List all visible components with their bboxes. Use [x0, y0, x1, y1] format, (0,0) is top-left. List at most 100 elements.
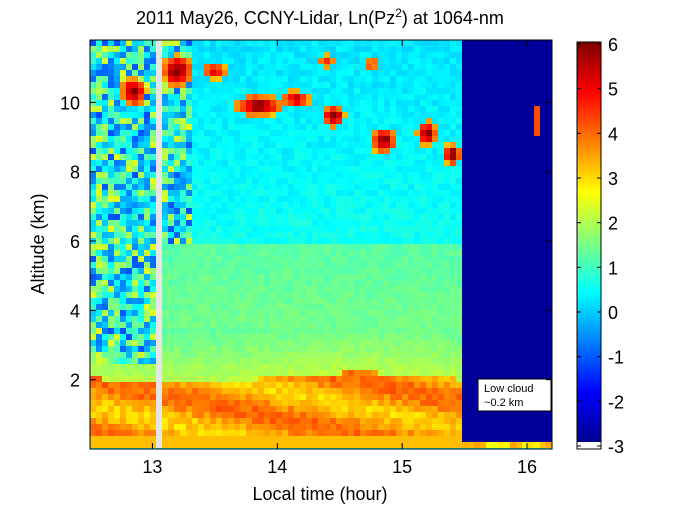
heatmap-cell — [366, 292, 373, 299]
heatmap-cell — [234, 262, 241, 269]
heatmap-cell — [144, 238, 151, 245]
heatmap-cell — [396, 64, 403, 71]
heatmap-cell — [324, 334, 331, 341]
heatmap-cell — [168, 202, 175, 209]
heatmap-cell — [342, 406, 349, 413]
heatmap-cell — [486, 88, 493, 95]
heatmap-cell — [396, 52, 403, 59]
heatmap-cell — [354, 382, 361, 389]
heatmap-cell — [216, 64, 223, 71]
heatmap-cell — [330, 286, 337, 293]
heatmap-cell — [366, 418, 373, 425]
heatmap-cell — [264, 100, 271, 107]
heatmap-cell — [312, 334, 319, 341]
heatmap-cell — [438, 412, 445, 419]
heatmap-cell — [234, 214, 241, 221]
heatmap-cell — [384, 286, 391, 293]
heatmap-cell — [486, 322, 493, 329]
heatmap-cell — [450, 382, 457, 389]
heatmap-cell — [498, 310, 505, 317]
heatmap-cell — [486, 256, 493, 263]
heatmap-cell — [228, 124, 235, 131]
heatmap-cell — [246, 172, 253, 179]
heatmap-cell — [108, 238, 115, 245]
heatmap-cell — [396, 100, 403, 107]
heatmap-cell — [150, 172, 157, 179]
heatmap-cell — [324, 64, 331, 71]
heatmap-cell — [240, 340, 247, 347]
heatmap-cell — [132, 388, 139, 395]
heatmap-cell — [198, 106, 205, 113]
heatmap-cell — [180, 130, 187, 137]
heatmap-cell — [228, 142, 235, 149]
heatmap-cell — [318, 208, 325, 215]
heatmap-cell — [438, 220, 445, 227]
heatmap-cell — [180, 322, 187, 329]
heatmap-cell — [324, 364, 331, 371]
heatmap-cell — [90, 184, 97, 191]
heatmap-cell — [210, 244, 217, 251]
heatmap-cell — [150, 58, 157, 65]
heatmap-cell — [468, 46, 475, 53]
heatmap-cell — [504, 238, 511, 245]
heatmap-cell — [300, 352, 307, 359]
heatmap-cell — [312, 82, 319, 89]
heatmap-cell — [354, 184, 361, 191]
heatmap-cell — [510, 136, 517, 143]
heatmap-cell — [222, 382, 229, 389]
heatmap-cell — [114, 184, 121, 191]
heatmap-cell — [276, 442, 283, 449]
heatmap-cell — [174, 418, 181, 425]
heatmap-cell — [150, 238, 157, 245]
heatmap-cell — [342, 208, 349, 215]
heatmap-cell — [288, 76, 295, 83]
heatmap-cell — [138, 286, 145, 293]
heatmap-cell — [438, 58, 445, 65]
heatmap-cell — [486, 244, 493, 251]
heatmap-cell — [270, 40, 277, 47]
heatmap-cell — [366, 238, 373, 245]
heatmap-cell — [258, 88, 265, 95]
heatmap-cell — [108, 82, 115, 89]
heatmap-cell — [300, 430, 307, 437]
heatmap-cell — [168, 124, 175, 131]
heatmap-cell — [294, 280, 301, 287]
heatmap-cell — [216, 388, 223, 395]
heatmap-cell — [186, 370, 193, 377]
heatmap-cell — [516, 412, 523, 419]
heatmap-cell — [408, 370, 415, 377]
heatmap-cell — [264, 232, 271, 239]
heatmap-cell — [324, 208, 331, 215]
heatmap-cell — [408, 274, 415, 281]
heatmap-cell — [408, 340, 415, 347]
heatmap-cell — [390, 340, 397, 347]
heatmap-cell — [168, 52, 175, 59]
heatmap-cell — [324, 394, 331, 401]
heatmap-cell — [102, 346, 109, 353]
heatmap-cell — [90, 322, 97, 329]
heatmap-cell — [456, 178, 463, 185]
heatmap-cell — [168, 208, 175, 215]
heatmap-cell — [108, 118, 115, 125]
heatmap-cell — [240, 118, 247, 125]
heatmap-cell — [276, 382, 283, 389]
heatmap-cell — [306, 208, 313, 215]
heatmap-cell — [90, 136, 97, 143]
heatmap-cell — [198, 124, 205, 131]
heatmap-cell — [504, 154, 511, 161]
heatmap-cell — [402, 442, 409, 449]
heatmap-cell — [144, 82, 151, 89]
heatmap-cell — [258, 346, 265, 353]
heatmap-cell — [486, 172, 493, 179]
heatmap-cell — [270, 262, 277, 269]
heatmap-cell — [192, 418, 199, 425]
heatmap-cell — [216, 220, 223, 227]
heatmap-cell — [174, 142, 181, 149]
heatmap-cell — [270, 226, 277, 233]
heatmap-cell — [222, 388, 229, 395]
heatmap-cell — [234, 202, 241, 209]
heatmap-cell — [246, 214, 253, 221]
heatmap-cell — [408, 136, 415, 143]
heatmap-cell — [450, 262, 457, 269]
heatmap-cell — [156, 220, 163, 227]
